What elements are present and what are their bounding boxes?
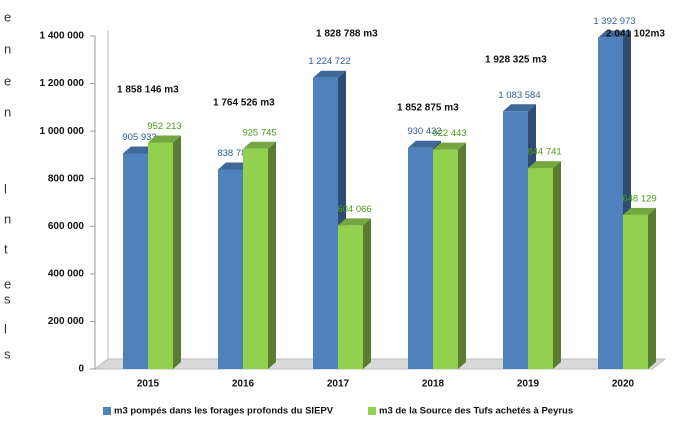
bar-face xyxy=(503,111,528,369)
margin-letter: s xyxy=(4,291,11,306)
annotation: 1 928 325 m3 xyxy=(485,55,547,66)
x-tick-label: 2016 xyxy=(232,379,255,390)
bar-face xyxy=(313,70,346,78)
bar-face xyxy=(338,225,363,369)
bar-face xyxy=(528,168,553,369)
value-label: 838 781 xyxy=(217,148,251,159)
margin-letter: e xyxy=(4,276,11,291)
bar-face xyxy=(243,148,268,369)
annotation: 1 764 526 m3 xyxy=(213,98,275,109)
annotation: 1 828 788 m3 xyxy=(316,29,378,40)
annotation: 1 852 875 m3 xyxy=(397,103,459,114)
bar-face xyxy=(598,37,623,370)
margin-letter: n xyxy=(4,41,11,56)
bar xyxy=(433,142,466,369)
bar-face xyxy=(458,142,466,369)
bar-face xyxy=(598,30,631,38)
bar-face xyxy=(623,214,648,369)
bar-face xyxy=(528,161,561,169)
bar-face xyxy=(218,162,251,170)
bar xyxy=(243,141,276,369)
y-tick-label: 600 000 xyxy=(48,221,85,232)
value-label: 648 129 xyxy=(622,193,656,204)
bar-face xyxy=(148,142,173,369)
y-tick-label: 0 xyxy=(78,364,84,375)
bar-face xyxy=(553,161,561,369)
bar-face xyxy=(173,135,181,369)
bar-face xyxy=(408,147,433,369)
bar-face xyxy=(338,218,371,226)
margin-letter: s xyxy=(4,346,11,361)
y-tick-label: 1 200 000 xyxy=(40,78,85,89)
value-label: 604 066 xyxy=(337,204,371,215)
value-label: 952 213 xyxy=(147,121,181,132)
legend-label: m3 pompés dans les forages profonds du S… xyxy=(114,406,334,417)
x-tick-label: 2015 xyxy=(137,379,160,390)
value-label: 925 745 xyxy=(242,127,276,138)
bar-face xyxy=(218,169,243,369)
x-tick-label: 2017 xyxy=(327,379,350,390)
margin-letter: e xyxy=(4,9,11,24)
y-tick-label: 200 000 xyxy=(48,316,85,327)
bar xyxy=(528,161,561,369)
bar-face xyxy=(408,140,441,148)
margin-letter: t xyxy=(4,241,8,256)
bar-face xyxy=(433,142,466,150)
bar-face xyxy=(503,104,536,112)
y-tick-label: 400 000 xyxy=(48,268,85,279)
x-tick-label: 2018 xyxy=(422,379,445,390)
value-label: 844 741 xyxy=(527,147,561,158)
value-label: 1 083 584 xyxy=(498,90,540,101)
x-tick-label: 2019 xyxy=(517,379,540,390)
annotation: 1 858 146 m3 xyxy=(117,85,179,96)
bar xyxy=(623,207,656,369)
y-tick-label: 1 000 000 xyxy=(40,126,85,137)
margin-letter: n xyxy=(4,104,11,119)
bar-face xyxy=(363,218,371,369)
bar-face xyxy=(243,141,276,149)
bar-face xyxy=(433,149,458,369)
bar-face xyxy=(623,207,656,215)
legend-swatch xyxy=(103,407,111,415)
x-tick-label: 2020 xyxy=(612,379,635,390)
annotation: 2 041 102m3 xyxy=(606,29,665,40)
bar-face xyxy=(648,207,656,369)
value-label: 930 432 xyxy=(407,126,441,137)
bar-face xyxy=(313,77,338,369)
bar xyxy=(148,135,181,369)
bar xyxy=(338,218,371,369)
y-tick-label: 1 400 000 xyxy=(40,31,85,42)
bar-face xyxy=(148,135,181,143)
value-label: 922 443 xyxy=(432,128,466,139)
bar-face xyxy=(268,141,276,369)
bar-face xyxy=(123,146,156,154)
y-tick-label: 800 000 xyxy=(48,173,85,184)
margin-letter: e xyxy=(4,73,11,88)
value-label: 905 933 xyxy=(122,132,156,143)
value-label: 1 224 722 xyxy=(308,56,350,67)
value-label: 1 392 973 xyxy=(593,16,635,27)
margin-letter: l xyxy=(4,321,7,336)
bar-face xyxy=(123,153,148,369)
legend-swatch xyxy=(368,407,376,415)
margin-letter: l xyxy=(4,181,7,196)
margin-letter: n xyxy=(4,211,11,226)
legend-label: m3 de la Source des Tufs achetés à Peyru… xyxy=(379,406,573,417)
